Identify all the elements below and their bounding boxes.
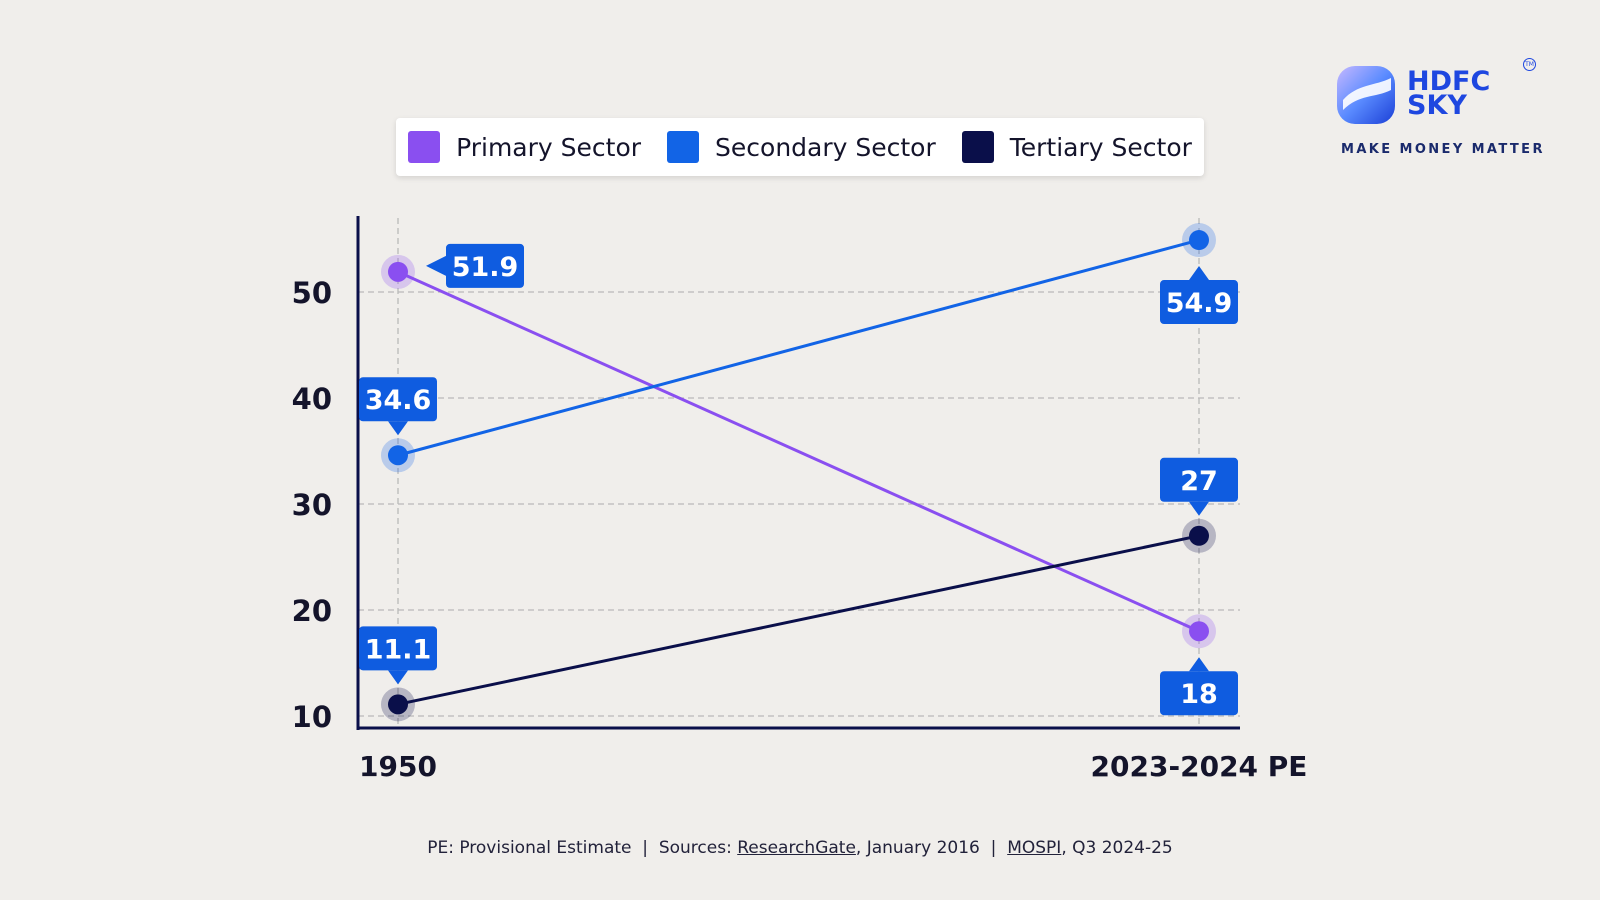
footnote-pe-note: PE: Provisional Estimate bbox=[427, 838, 632, 858]
data-label: 51.9 bbox=[452, 252, 519, 283]
data-point bbox=[388, 694, 408, 715]
footnote-separator: | bbox=[631, 838, 659, 858]
data-label-box bbox=[1160, 457, 1238, 502]
series-line bbox=[397, 534, 1200, 706]
data-label-box bbox=[359, 626, 437, 671]
y-tick-label: 30 bbox=[292, 488, 332, 522]
data-label: 27 bbox=[1180, 466, 1218, 497]
data-label-pointer bbox=[1189, 657, 1209, 672]
data-point bbox=[1189, 621, 1209, 642]
data-label-box bbox=[1160, 280, 1238, 325]
y-tick-label: 40 bbox=[292, 382, 332, 416]
data-point bbox=[1189, 230, 1209, 251]
legend-swatch-primary bbox=[408, 131, 441, 163]
data-label: 18 bbox=[1180, 679, 1218, 710]
data-point bbox=[388, 261, 408, 282]
logo-text-sky: SKY bbox=[1407, 90, 1467, 121]
data-label: 54.9 bbox=[1166, 288, 1233, 319]
y-tick-label: 50 bbox=[292, 276, 332, 310]
data-label-pointer bbox=[1189, 266, 1209, 281]
legend-label-tertiary: Tertiary Sector bbox=[1009, 132, 1192, 162]
legend-label-primary: Primary Sector bbox=[456, 132, 642, 162]
footnote-separator: | bbox=[979, 838, 1008, 858]
legend-item-secondary: Secondary Sector bbox=[667, 131, 936, 163]
data-label-pointer bbox=[1189, 501, 1209, 516]
source-link-researchgate[interactable]: ResearchGate bbox=[737, 838, 856, 858]
x-tick-label: 2023-2024 PE bbox=[1091, 750, 1308, 783]
footnote-sources-label: Sources: bbox=[658, 838, 738, 858]
chart-legend: Primary Sector Secondary Sector Tertiary… bbox=[396, 118, 1204, 176]
y-tick-label: 20 bbox=[292, 594, 332, 628]
logo-tagline: MAKE MONEY MATTER bbox=[1341, 142, 1545, 157]
series-line bbox=[397, 238, 1200, 457]
logo-text-hdfc: HDFC bbox=[1407, 66, 1491, 97]
data-label-box bbox=[446, 243, 524, 288]
legend-item-tertiary: Tertiary Sector bbox=[961, 131, 1192, 163]
data-label-pointer bbox=[426, 255, 446, 276]
series-line bbox=[397, 270, 1200, 633]
legend-swatch-tertiary bbox=[961, 131, 994, 163]
legend-item-primary: Primary Sector bbox=[408, 131, 641, 163]
data-label-pointer bbox=[388, 670, 408, 685]
data-label: 34.6 bbox=[365, 385, 432, 416]
data-point bbox=[388, 445, 408, 466]
footnote-source2-date: , Q3 2024-25 bbox=[1061, 838, 1173, 858]
y-tick-label: 10 bbox=[292, 700, 332, 734]
data-label-box bbox=[359, 377, 437, 422]
data-label-box bbox=[1160, 671, 1238, 716]
source-link-mospi[interactable]: MOSPI bbox=[1007, 838, 1062, 858]
footnote-source1-date: , January 2016 bbox=[855, 838, 980, 858]
data-label: 11.1 bbox=[365, 634, 432, 665]
data-point bbox=[1189, 525, 1209, 546]
brand-logo: HDFC SKY TM MAKE MONEY MATTER bbox=[1335, 58, 1545, 158]
logo-mark-icon bbox=[1337, 66, 1395, 124]
data-label-pointer bbox=[388, 421, 408, 436]
logo-trademark: TM bbox=[1523, 58, 1536, 71]
legend-swatch-secondary bbox=[667, 131, 700, 163]
legend-label-secondary: Secondary Sector bbox=[715, 132, 936, 162]
chart-footnote: PE: Provisional Estimate | Sources: Rese… bbox=[0, 838, 1600, 858]
x-tick-label: 1950 bbox=[359, 750, 437, 783]
